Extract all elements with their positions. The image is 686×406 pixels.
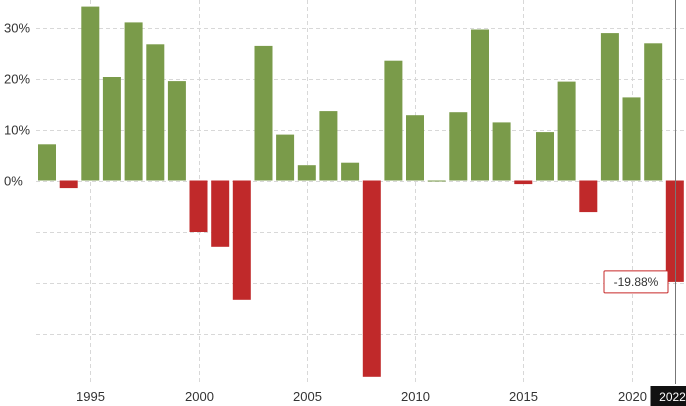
bar-positive <box>319 111 338 181</box>
y-tick-label: 0% <box>4 174 23 189</box>
bar-positive <box>384 60 403 181</box>
bar-positive <box>341 162 360 181</box>
bar-positive <box>644 43 663 181</box>
crosshair-year-label: 2022 <box>659 390 686 404</box>
bar-positive <box>276 134 295 181</box>
bar-positive <box>81 6 100 181</box>
bar-positive <box>449 112 468 181</box>
value-callout-box <box>603 270 669 294</box>
bar-positive <box>102 77 121 181</box>
bar-positive <box>38 144 56 181</box>
bar-negative <box>232 180 251 300</box>
bar-positive <box>557 81 576 181</box>
overlay-layer: -19.88% 2022 <box>603 0 686 406</box>
bar-positive <box>492 122 511 181</box>
x-tick-label: 2010 <box>401 389 430 404</box>
x-tick-label: 2000 <box>185 389 214 404</box>
axis-layer: 0% 10% 20% 30% 1995 2000 2005 2010 2015 2020 <box>4 21 647 405</box>
bar-negative <box>362 180 381 377</box>
bar-negative <box>189 180 208 232</box>
y-tick-label: 20% <box>4 72 30 87</box>
bar-positive <box>406 115 424 181</box>
bar-negative <box>514 180 533 185</box>
bar-positive <box>297 165 316 181</box>
bar-positive <box>471 29 489 181</box>
bar-positive <box>167 81 186 181</box>
bar-positive <box>427 180 446 182</box>
bar-positive <box>124 22 143 181</box>
y-tick-label: 10% <box>4 123 30 138</box>
crosshair-year-badge <box>650 386 686 406</box>
bar-positive <box>600 33 619 181</box>
bar-negative <box>59 180 78 189</box>
bar-negative <box>211 180 230 247</box>
bar-positive <box>254 45 273 181</box>
bar-negative <box>665 180 684 282</box>
bar-negative <box>579 180 598 213</box>
value-callout-label: -19.88% <box>614 275 659 289</box>
y-tick-label: 30% <box>4 21 30 36</box>
grid-layer <box>36 0 686 384</box>
bar-positive <box>622 97 641 181</box>
x-tick-label: 2005 <box>293 389 322 404</box>
x-tick-label: 1995 <box>76 389 105 404</box>
bars-layer <box>38 6 684 377</box>
x-tick-label: 2020 <box>618 389 647 404</box>
x-tick-label: 2015 <box>509 389 538 404</box>
bar-positive <box>536 132 554 181</box>
bar-positive <box>146 44 165 181</box>
